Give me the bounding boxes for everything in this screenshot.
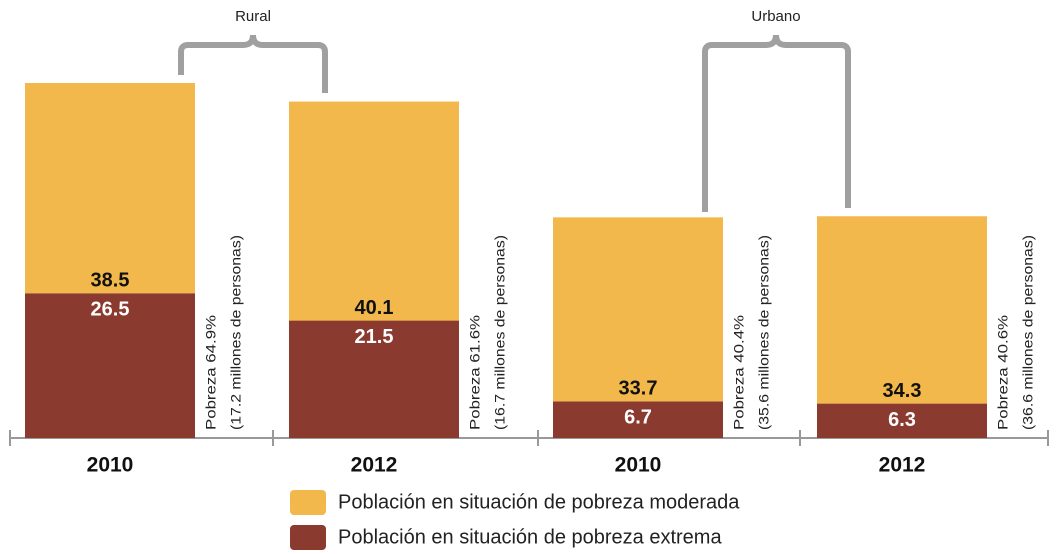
- legend-label: Población en situación de pobreza extrem…: [338, 526, 722, 548]
- group-bracket: [178, 34, 328, 93]
- annotation: Pobreza 40.4%: [731, 315, 747, 430]
- x-tick-label: 2012: [879, 454, 926, 477]
- annotation: (17.2 millones de personas): [228, 235, 244, 430]
- x-tick-label: 2010: [87, 454, 134, 477]
- annotation: (36.6 millones de personas): [1020, 235, 1036, 430]
- bar-segment: [817, 403, 987, 438]
- annotation: Pobreza 40.6%: [995, 315, 1011, 430]
- bar-segment: [817, 216, 987, 404]
- bar-segment: [289, 101, 459, 321]
- value-label: 40.1: [355, 297, 394, 319]
- annotation: (35.6 millones de personas): [756, 235, 772, 430]
- x-tick-label: 2010: [615, 454, 662, 477]
- legend-swatch: [290, 490, 326, 515]
- value-label: 6.7: [624, 407, 652, 429]
- group-bracket: [702, 34, 851, 212]
- value-label: 38.5: [91, 270, 130, 292]
- annotation: Pobreza 64.9%: [203, 315, 219, 430]
- group-label: Rural: [235, 8, 271, 25]
- bar-segment: [553, 401, 723, 438]
- value-label: 6.3: [888, 409, 916, 431]
- legend-label: Población en situación de pobreza modera…: [338, 491, 740, 513]
- group-label: Urbano: [751, 8, 800, 25]
- bar-segment: [25, 293, 195, 438]
- value-label: 34.3: [883, 380, 922, 402]
- value-label: 33.7: [619, 378, 658, 400]
- bar-segment: [553, 217, 723, 402]
- annotation: Pobreza 61.6%: [467, 315, 483, 430]
- x-tick-label: 2012: [351, 454, 398, 477]
- bar-segment: [25, 83, 195, 294]
- value-label: 26.5: [91, 299, 130, 321]
- value-label: 21.5: [355, 326, 394, 348]
- legend-swatch: [290, 525, 326, 550]
- bar-segment: [289, 320, 459, 438]
- annotation: (16.7 millones de personas): [492, 235, 508, 430]
